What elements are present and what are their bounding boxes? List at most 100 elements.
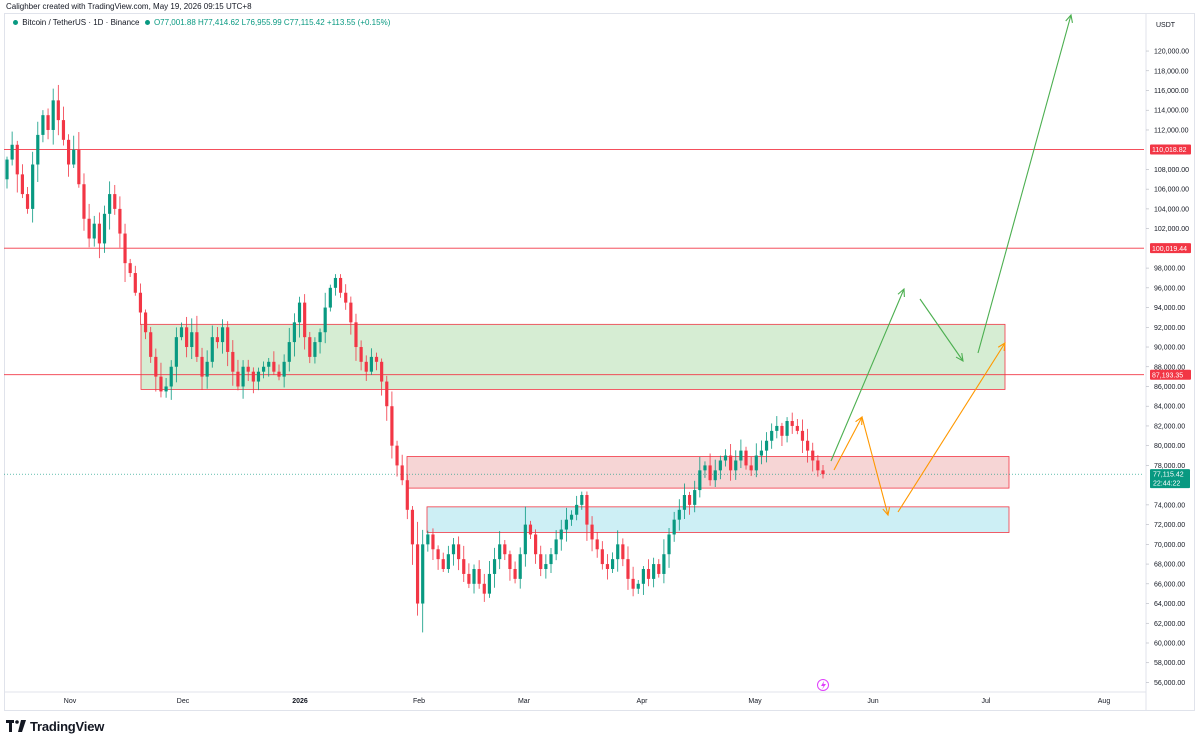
candle[interactable] [528,520,533,540]
candle[interactable] [492,547,497,588]
candle[interactable] [308,331,312,364]
candle[interactable] [652,557,656,588]
candle[interactable] [333,274,338,296]
candle[interactable] [400,454,404,486]
candle[interactable] [559,519,563,551]
candle[interactable] [297,296,302,338]
candle[interactable] [190,318,194,360]
candle[interactable] [616,530,620,572]
candle[interactable] [482,573,486,602]
candle[interactable] [729,443,733,481]
candle[interactable] [405,474,409,520]
candle[interactable] [646,559,651,587]
candle[interactable] [723,449,728,467]
green-supply-zone[interactable] [140,323,1006,390]
candle[interactable] [374,352,379,371]
candle[interactable] [523,506,527,567]
candle[interactable] [241,360,245,399]
candle[interactable] [385,375,389,421]
candle[interactable] [108,181,112,230]
candle[interactable] [441,552,445,572]
candle[interactable] [272,351,276,375]
candle[interactable] [338,274,343,298]
candle[interactable] [138,283,143,325]
candle[interactable] [451,538,456,566]
candle[interactable] [790,412,794,434]
candle[interactable] [77,132,81,188]
time-axis[interactable]: Nov Dec 2026 Feb Mar Apr May Jun Jul Aug [4,691,1146,705]
candle[interactable] [821,464,825,479]
candle[interactable] [626,546,630,590]
candle[interactable] [621,538,625,567]
candle[interactable] [215,327,220,349]
candle[interactable] [795,418,799,435]
candle[interactable] [477,560,481,589]
candle[interactable] [759,440,764,465]
candle[interactable] [687,491,692,515]
candle[interactable] [734,450,738,480]
candle[interactable] [97,212,101,259]
candle[interactable] [657,559,661,578]
candle[interactable] [380,358,384,396]
candle[interactable] [51,88,55,145]
candle[interactable] [20,164,24,199]
candle[interactable] [431,528,435,561]
orange-projection-arrow[interactable] [897,341,1006,513]
candle[interactable] [421,529,425,633]
candle[interactable] [25,186,30,214]
candle[interactable] [92,215,96,247]
candle[interactable] [149,326,153,363]
candle[interactable] [605,554,610,580]
candle[interactable] [164,377,168,398]
candle[interactable] [364,355,368,381]
candle[interactable] [123,223,127,282]
candle[interactable] [739,439,743,469]
candle[interactable] [344,284,348,310]
candle[interactable] [174,327,178,383]
candle[interactable] [36,121,40,182]
candle[interactable] [754,443,758,478]
candle[interactable] [87,203,91,248]
candle[interactable] [41,110,45,143]
price-axis[interactable]: USDT 120,000.00 118,000.00 116,000.00 114,00… [1145,13,1189,711]
candle[interactable] [410,506,415,565]
candle[interactable] [436,545,440,570]
candle[interactable] [575,495,579,521]
symbol-title[interactable]: Bitcoin / TetherUS · 1D · Binance [22,18,140,27]
green-projection-arrow[interactable] [830,287,905,462]
candle[interactable] [539,545,543,577]
candle[interactable] [159,362,163,398]
candle[interactable] [816,455,820,477]
candle[interactable] [349,296,353,335]
candle[interactable] [72,135,76,168]
candle[interactable] [236,359,240,391]
candle[interactable] [544,554,548,579]
candle[interactable] [518,547,522,589]
candle[interactable] [5,156,9,189]
candle[interactable] [636,580,640,594]
candle[interactable] [764,432,769,463]
candle[interactable] [313,337,317,364]
candle[interactable] [667,528,671,568]
candle[interactable] [256,367,261,391]
candle[interactable] [585,491,589,541]
candle[interactable] [631,566,635,597]
candle[interactable] [600,541,604,570]
candle[interactable] [277,364,281,381]
candle[interactable] [15,140,19,193]
candle[interactable] [508,550,512,581]
candle[interactable] [390,391,394,459]
candle[interactable] [590,516,594,552]
orange-projection-arrow[interactable] [861,416,891,517]
candle[interactable] [682,483,687,519]
candle[interactable] [251,367,255,394]
candle[interactable] [231,340,235,386]
candle[interactable] [775,416,779,439]
candle[interactable] [698,456,702,498]
candle[interactable] [282,354,286,388]
candle[interactable] [56,84,60,136]
candle[interactable] [569,510,574,526]
candle[interactable] [205,350,209,389]
candle[interactable] [287,327,291,372]
